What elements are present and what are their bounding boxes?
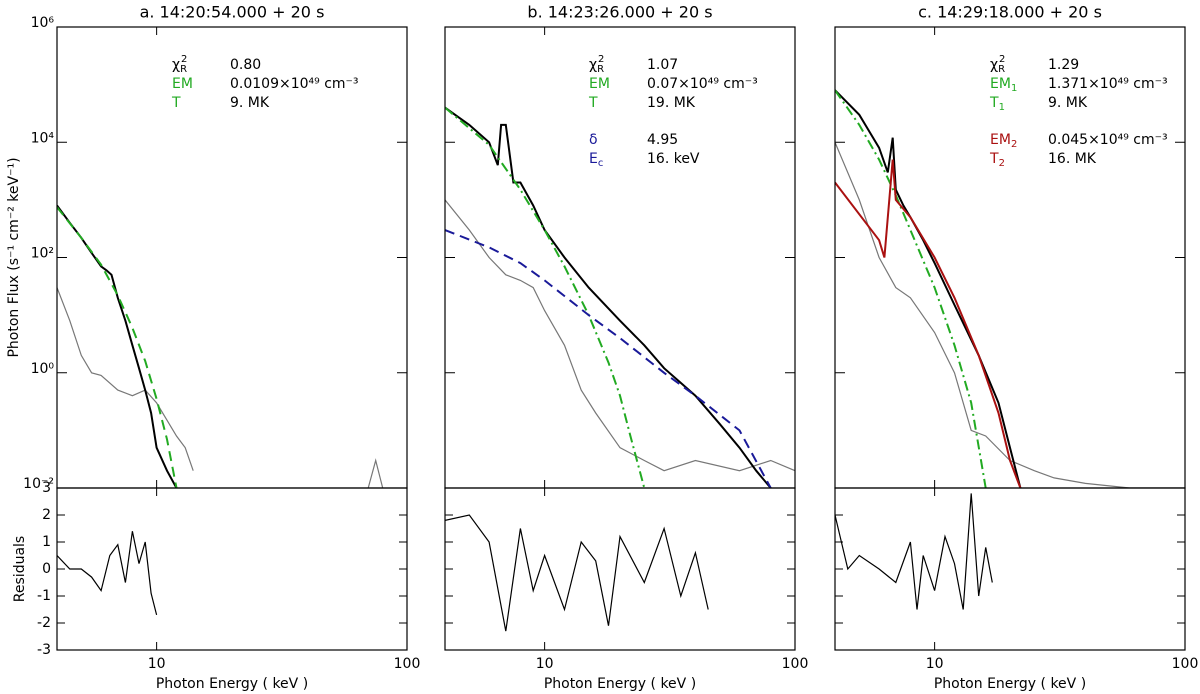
x-axis-label: Photon Energy ( keV ) <box>934 676 1086 692</box>
annotation-label: Ec <box>589 151 603 169</box>
panel-title: c. 14:29:18.000 + 20 s <box>918 3 1102 22</box>
annotation-label: χR2 <box>589 54 604 75</box>
y-tick-label: 10⁶ <box>31 15 55 31</box>
annotation-symbol: EM <box>172 76 193 92</box>
annotation-sub: c <box>598 158 604 169</box>
x-tick-label: 100 <box>782 656 809 672</box>
annotation-symbol: T <box>989 151 999 167</box>
panel-title: b. 14:23:26.000 + 20 s <box>527 3 712 22</box>
annotation-label: T <box>171 95 181 111</box>
annotation-value: 16. keV <box>647 151 700 167</box>
annotation-sub: 1 <box>1011 83 1017 94</box>
annotation-sup: 2 <box>181 54 187 65</box>
spectrum-line <box>57 287 194 471</box>
annotation-value: 0.045×10⁴⁹ cm⁻³ <box>1048 132 1168 148</box>
annotation-sup: 2 <box>598 54 604 65</box>
annotation-symbol: EM <box>990 76 1011 92</box>
annotation-label: T2 <box>989 151 1005 169</box>
y-tick-label: 10² <box>31 246 54 262</box>
residual-tick-label: 3 <box>42 480 51 496</box>
annotation-label: χR2 <box>990 54 1005 75</box>
x-tick-label: 10 <box>148 656 166 672</box>
spectrum-line <box>835 89 1022 488</box>
annotation-symbol: T <box>989 95 999 111</box>
plot-frame <box>834 26 1186 489</box>
x-tick-label: 10 <box>536 656 554 672</box>
annotation-symbol: δ <box>589 132 598 148</box>
residual-tick-label: -2 <box>37 615 51 631</box>
annotation-value: 9. MK <box>1048 95 1088 111</box>
annotation-sub: R <box>998 64 1005 75</box>
annotation-label: χR2 <box>172 54 187 75</box>
spectrum-line <box>835 142 1185 488</box>
y-axis-label: Photon Flux (s⁻¹ cm⁻² keV⁻¹) <box>6 157 22 357</box>
annotation-symbol: χ <box>990 57 998 73</box>
x-axis-label: Photon Energy ( keV ) <box>544 676 696 692</box>
annotation-value: 19. MK <box>647 95 696 111</box>
annotation-sub: R <box>180 64 187 75</box>
residual-tick-label: 0 <box>42 561 51 577</box>
spectrum-line <box>57 204 178 488</box>
residuals-label: Residuals <box>12 536 28 602</box>
residual-tick-label: -3 <box>37 642 51 658</box>
annotation-label: T <box>588 95 598 111</box>
residual-frame <box>834 487 1186 651</box>
annotation-label: EM <box>172 76 193 92</box>
spectrum-line <box>57 206 178 488</box>
spectrum-line <box>367 458 384 488</box>
annotation-label: EM2 <box>990 132 1017 150</box>
annotation-value: 1.29 <box>1048 57 1079 73</box>
annotation-symbol: χ <box>589 57 597 73</box>
spectrum-line <box>835 89 987 488</box>
residual-frame <box>56 487 408 651</box>
annotation-value: 0.07×10⁴⁹ cm⁻³ <box>647 76 758 92</box>
residual-line <box>57 531 158 616</box>
residual-line <box>835 493 993 610</box>
residual-frame <box>444 487 796 651</box>
annotation-sub: 1 <box>999 102 1005 113</box>
plot-frame <box>444 26 796 489</box>
spectrum-line <box>445 106 646 488</box>
annotation-label: δ <box>589 132 598 148</box>
residual-tick-label: 1 <box>42 534 51 550</box>
spectrum-line <box>835 159 1022 488</box>
residual-line <box>445 514 709 632</box>
panel-title: a. 14:20:54.000 + 20 s <box>140 3 325 22</box>
annotation-label: EM1 <box>990 76 1017 94</box>
annotation-sub: R <box>597 64 604 75</box>
y-tick-label: 10⁴ <box>31 130 55 146</box>
x-tick-label: 10 <box>926 656 944 672</box>
y-tick-label: 10⁰ <box>31 361 55 377</box>
annotation-symbol: T <box>171 95 181 111</box>
y-tick-label: 10⁻² <box>23 476 54 492</box>
x-tick-label: 100 <box>1172 656 1199 672</box>
annotation-symbol: EM <box>990 132 1011 148</box>
annotation-symbol: T <box>588 95 598 111</box>
x-tick-label: 100 <box>394 656 421 672</box>
x-axis-label: Photon Energy ( keV ) <box>156 676 308 692</box>
spectrum-line <box>445 199 795 472</box>
annotation-label: T1 <box>989 95 1005 113</box>
annotation-sub: 2 <box>1011 139 1017 150</box>
annotation-symbol: EM <box>589 76 610 92</box>
residual-tick-label: -1 <box>37 588 51 604</box>
annotation-value: 1.07 <box>647 57 678 73</box>
annotation-value: 0.80 <box>230 57 261 73</box>
spectrum-line <box>445 229 772 488</box>
annotation-value: 9. MK <box>230 95 270 111</box>
annotation-symbol: χ <box>172 57 180 73</box>
annotation-symbol: E <box>589 151 598 167</box>
annotation-value: 16. MK <box>1048 151 1097 167</box>
annotation-value: 4.95 <box>647 132 678 148</box>
residual-tick-label: 2 <box>42 507 51 523</box>
annotation-sub: 2 <box>999 158 1005 169</box>
annotation-value: 0.0109×10⁴⁹ cm⁻³ <box>230 76 359 92</box>
annotation-label: EM <box>589 76 610 92</box>
annotation-sup: 2 <box>999 54 1005 65</box>
annotation-value: 1.371×10⁴⁹ cm⁻³ <box>1048 76 1168 92</box>
